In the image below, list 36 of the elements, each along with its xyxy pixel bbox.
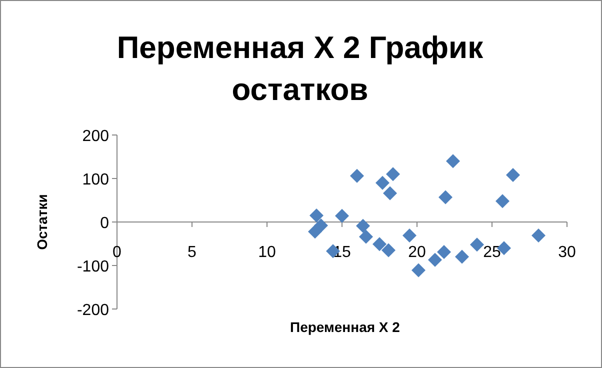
point	[386, 167, 400, 182]
point	[350, 168, 364, 183]
point	[437, 245, 451, 260]
y-tick-label: 200	[82, 128, 110, 145]
x-tick-label: 30	[558, 244, 576, 261]
point	[376, 176, 390, 190]
point	[310, 208, 324, 222]
point	[455, 250, 469, 264]
point	[412, 263, 426, 278]
x-tick-label: 10	[258, 244, 276, 261]
point	[470, 238, 484, 252]
point	[532, 228, 546, 242]
point	[428, 252, 442, 267]
y-tick-label: -200	[76, 302, 110, 319]
point	[314, 218, 328, 232]
x-tick-label: 20	[408, 244, 426, 261]
x-tick-label: 5	[188, 244, 197, 261]
point	[372, 237, 386, 252]
point	[402, 228, 416, 242]
chart-title: Переменная X 2 График остатков	[116, 30, 484, 107]
point	[383, 186, 397, 200]
point	[359, 230, 373, 244]
y-tick-label: -100	[76, 258, 110, 276]
point	[356, 218, 370, 233]
point	[335, 208, 349, 223]
y-tick-label: 100	[82, 172, 110, 188]
point	[438, 190, 452, 204]
point	[446, 154, 460, 168]
y-tick-label: 0	[100, 215, 110, 232]
point	[506, 168, 520, 182]
x-tick-label: 0	[112, 244, 122, 261]
x-axis-title: Переменная X 2	[290, 319, 400, 335]
point	[496, 194, 510, 208]
x-tick-label: 25	[483, 244, 501, 261]
point	[382, 243, 396, 258]
y-axis-title: Остатки	[34, 194, 50, 250]
